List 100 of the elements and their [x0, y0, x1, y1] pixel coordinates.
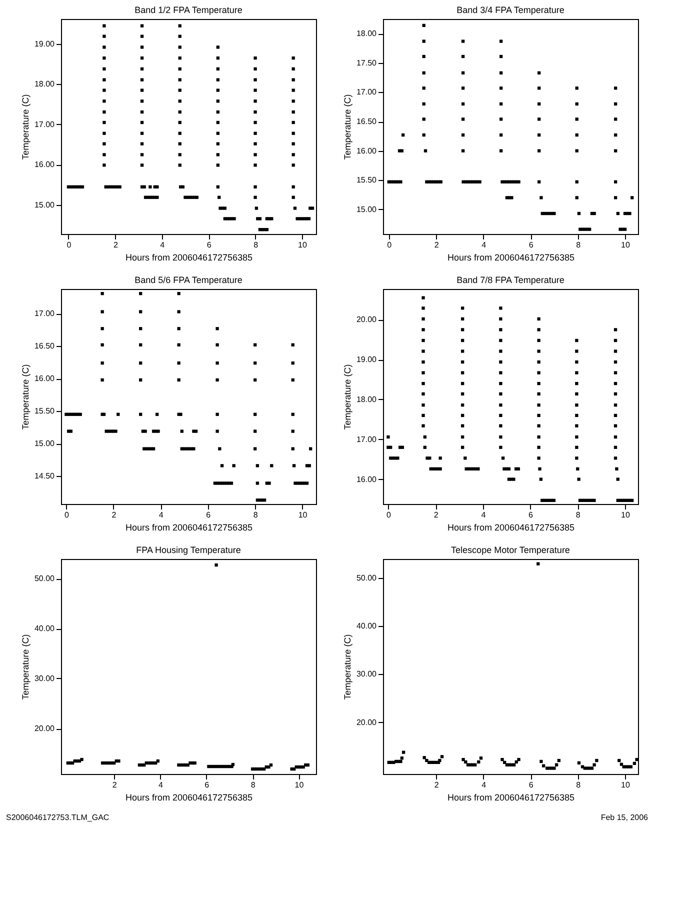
point: [460, 403, 464, 407]
point: [422, 328, 425, 332]
point: [292, 153, 295, 156]
point: [537, 86, 541, 90]
point: [575, 382, 578, 386]
point: [499, 371, 502, 374]
point: [140, 24, 144, 28]
point: [216, 361, 219, 365]
point: [216, 78, 220, 82]
point: [78, 412, 82, 416]
point: [140, 78, 144, 82]
point: [178, 24, 182, 28]
point: [516, 467, 520, 470]
point: [537, 392, 540, 396]
point: [254, 78, 257, 82]
point: [499, 435, 502, 439]
point: [537, 338, 540, 342]
point: [254, 196, 257, 199]
point: [629, 765, 632, 768]
point: [156, 196, 159, 199]
point: [499, 403, 502, 407]
x-tick-label: 8: [253, 510, 258, 520]
point: [614, 382, 618, 386]
point: [100, 310, 104, 314]
point: [423, 435, 426, 439]
point: [575, 133, 578, 137]
point: [422, 317, 425, 320]
point: [592, 212, 596, 216]
point: [216, 412, 219, 416]
x-tick-label: 4: [482, 780, 487, 790]
point: [140, 120, 144, 124]
point: [114, 430, 118, 433]
point: [460, 328, 464, 332]
point: [291, 361, 294, 365]
point: [422, 102, 426, 106]
point: [140, 142, 144, 146]
x-tick-label: 2: [112, 510, 117, 520]
x-axis-title: Hours from 2006046172756385: [125, 792, 253, 802]
point: [306, 763, 310, 767]
point: [575, 456, 578, 460]
y-axis-title: Temperature (C): [342, 634, 352, 700]
chart-title: Band 1/2 FPA Temperature: [134, 5, 242, 15]
point: [254, 142, 257, 146]
point: [102, 110, 106, 114]
point: [424, 149, 428, 152]
point: [499, 306, 502, 310]
y-axis-title: Temperature (C): [342, 94, 352, 160]
point: [178, 78, 182, 82]
point: [614, 371, 618, 374]
point: [138, 378, 142, 382]
x-tick-label: 10: [621, 510, 630, 520]
point: [614, 424, 618, 428]
point: [422, 133, 426, 137]
x-tick-label: 2: [434, 240, 440, 250]
y-tick-label: 18.00: [34, 80, 56, 89]
point: [216, 142, 220, 146]
y-axis-title: Temperature (C): [20, 94, 30, 160]
point: [140, 110, 144, 114]
x-axis-title: Hours from 2006046172756385: [447, 522, 575, 532]
point: [557, 758, 560, 762]
point: [69, 430, 72, 433]
point: [152, 447, 156, 450]
point: [216, 327, 219, 330]
point: [180, 430, 184, 433]
point: [254, 110, 257, 114]
point: [499, 446, 502, 449]
point: [592, 498, 596, 502]
point: [595, 758, 598, 762]
point: [102, 67, 106, 71]
point: [630, 498, 634, 502]
point: [268, 482, 271, 485]
point: [440, 755, 444, 758]
point: [476, 467, 480, 470]
point: [460, 306, 464, 310]
point: [422, 392, 425, 396]
chart-title: Band 5/6 FPA Temperature: [134, 275, 242, 285]
y-axis-title: Temperature (C): [342, 364, 352, 430]
point: [422, 382, 425, 386]
point: [499, 360, 502, 364]
x-tick-label: 4: [160, 240, 166, 250]
point: [214, 563, 218, 567]
point: [140, 88, 144, 92]
y-tick-label: 50.00: [34, 574, 56, 583]
point: [138, 412, 142, 416]
point: [305, 482, 309, 485]
point: [540, 760, 543, 764]
point: [576, 467, 580, 470]
point: [144, 430, 147, 433]
point: [461, 54, 465, 58]
point: [614, 456, 618, 460]
point: [614, 86, 618, 90]
x-tick-label: 2: [434, 780, 440, 790]
x-tick-label: 6: [528, 780, 534, 790]
point: [216, 164, 220, 167]
point: [477, 760, 480, 764]
point: [554, 763, 558, 766]
point: [223, 206, 227, 210]
y-tick-label: 19.00: [356, 355, 378, 364]
point: [499, 86, 503, 90]
point: [194, 430, 198, 433]
